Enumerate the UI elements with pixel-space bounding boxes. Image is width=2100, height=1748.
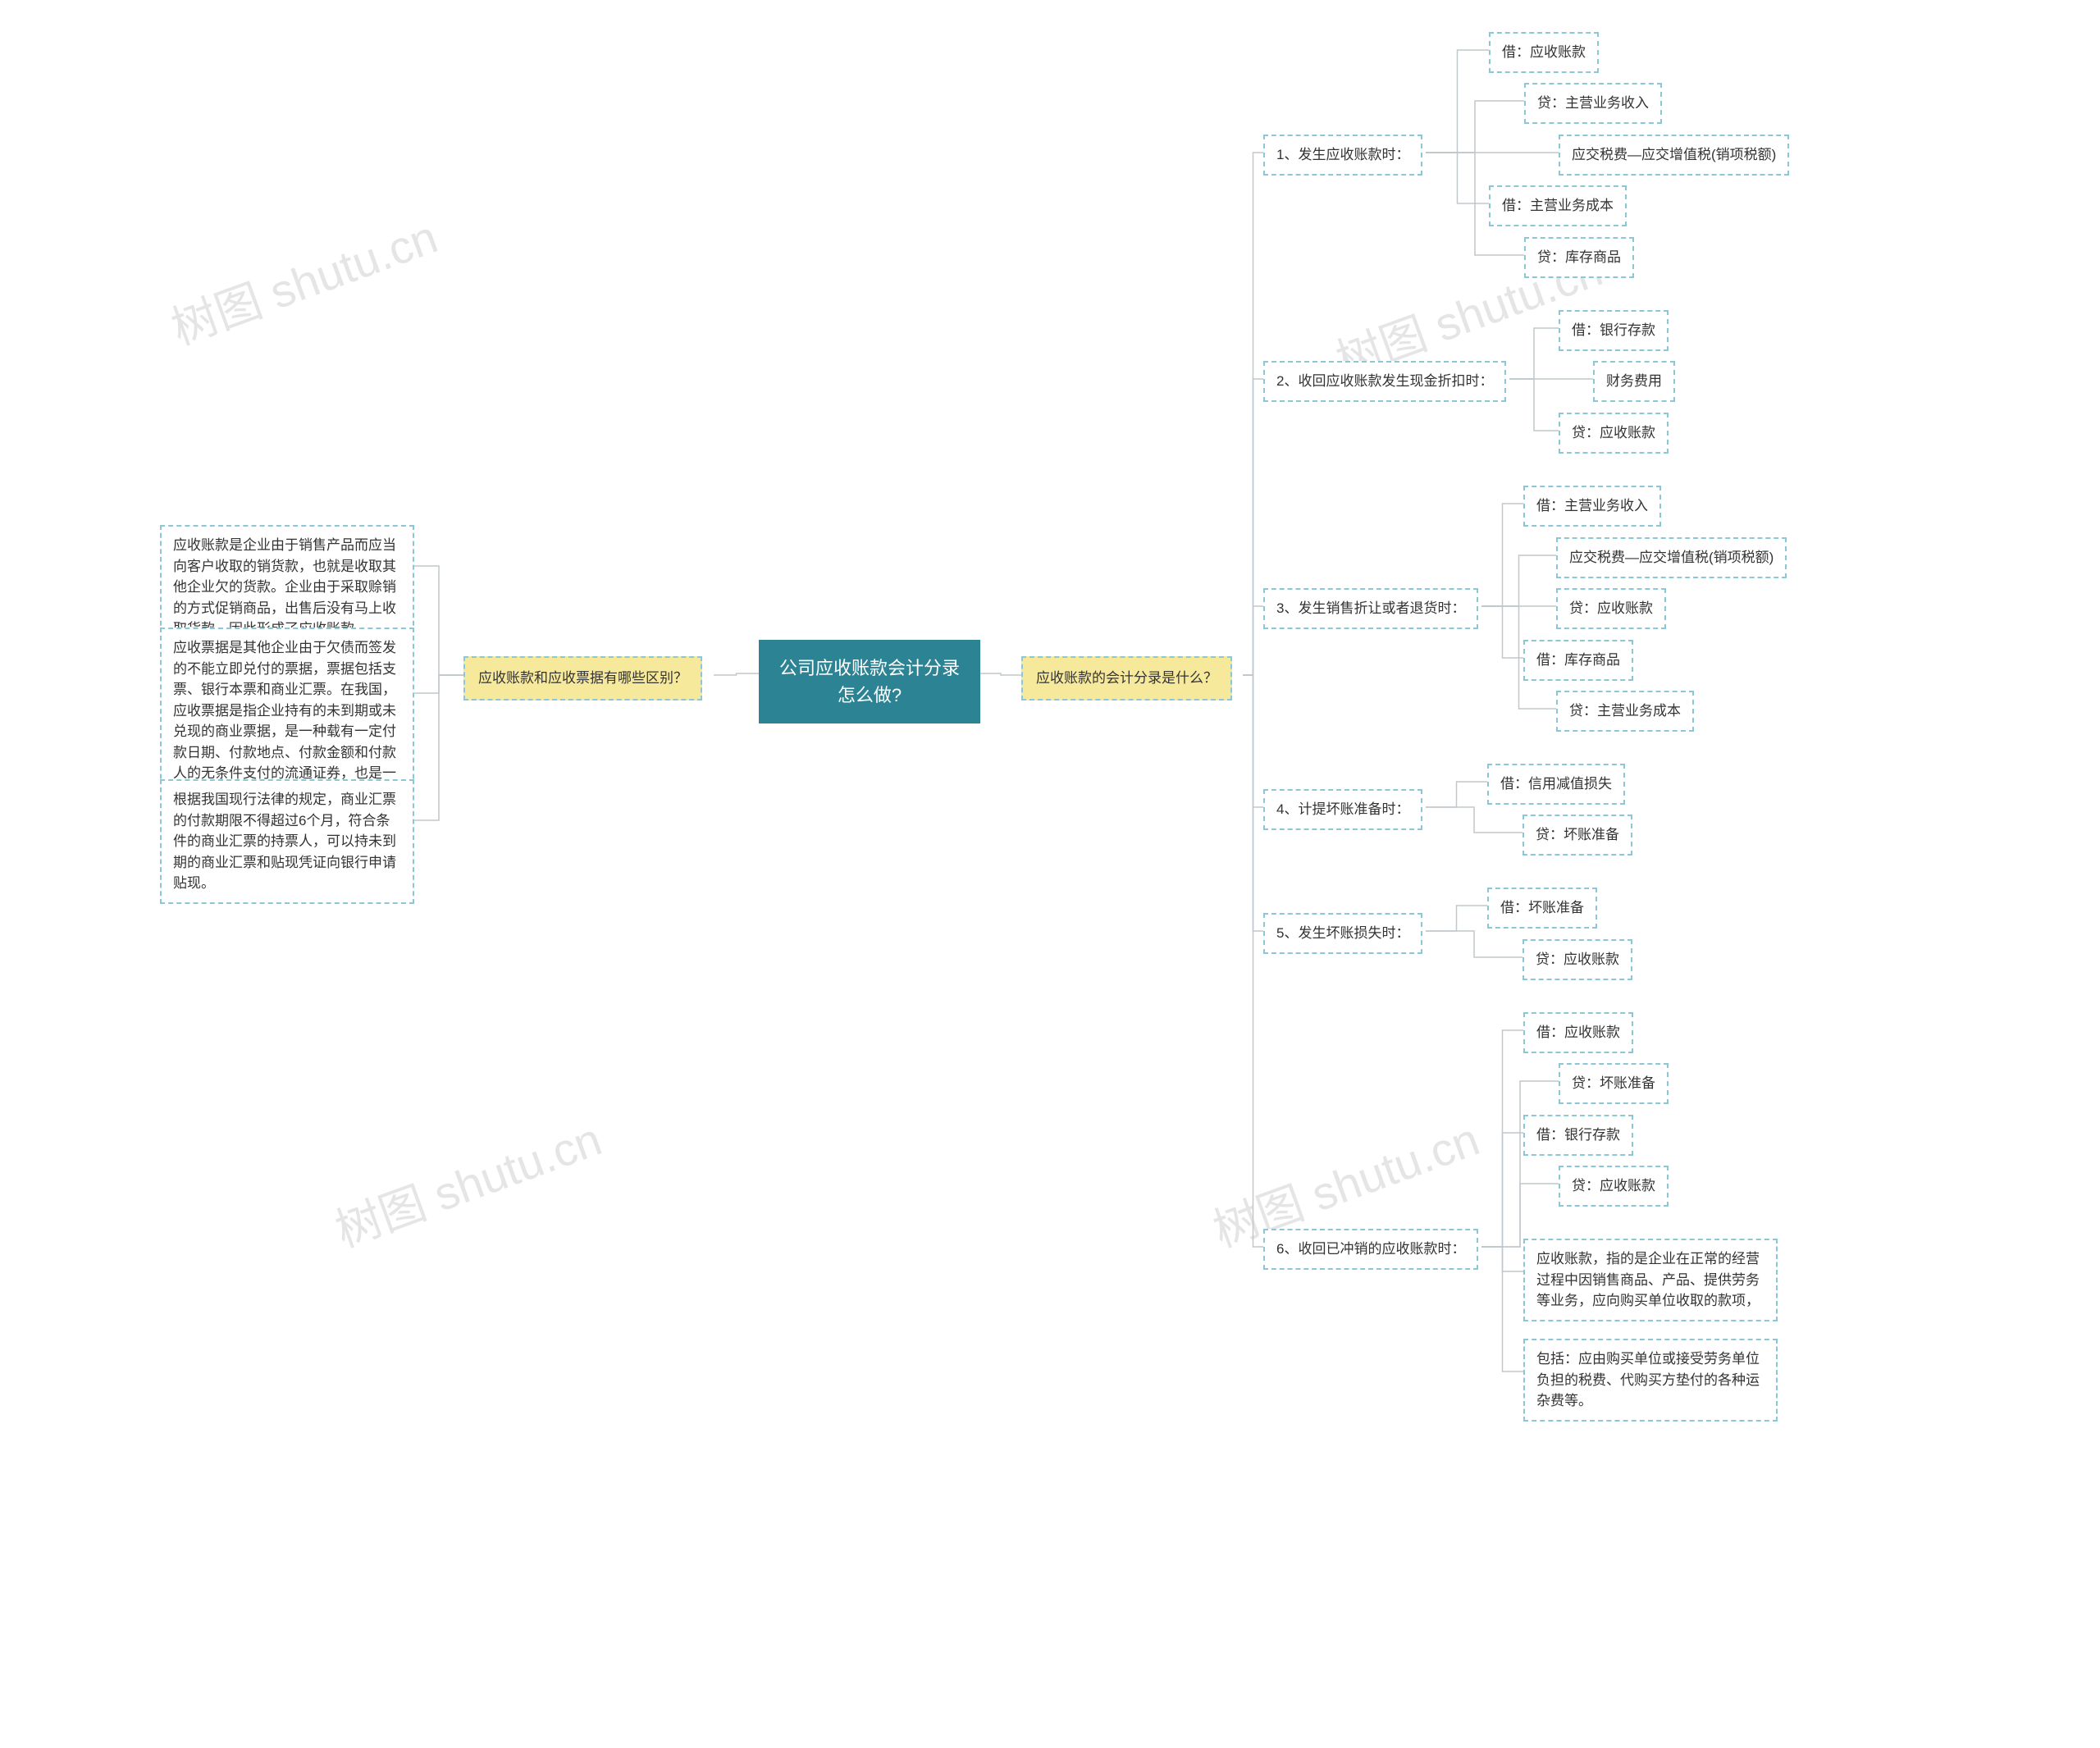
group-1-leaf-1: 财务费用 [1593, 361, 1675, 402]
group-2: 3、发生销售折让或者退货时： [1263, 588, 1478, 629]
group-2-leaf-4: 贷：主营业务成本 [1556, 691, 1694, 732]
group-1-leaf-0: 借：银行存款 [1559, 310, 1669, 351]
group-4-leaf-1: 贷：应收账款 [1522, 939, 1632, 980]
group-0-leaf-3: 借：主营业务成本 [1489, 185, 1627, 226]
group-2-leaf-2: 贷：应收账款 [1556, 588, 1666, 629]
group-5-leaf-5: 包括：应由购买单位或接受劳务单位负担的税费、代购买方垫付的各种运杂费等。 [1523, 1339, 1778, 1422]
center-node: 公司应收账款会计分录怎么做? [759, 640, 980, 723]
group-5-leaf-3: 贷：应收账款 [1559, 1166, 1669, 1207]
group-0-leaf-2: 应交税费—应交增值税(销项税额) [1559, 135, 1789, 176]
group-3-leaf-1: 贷：坏账准备 [1522, 815, 1632, 856]
group-0: 1、发生应收账款时： [1263, 135, 1422, 176]
group-0-leaf-4: 贷：库存商品 [1524, 237, 1634, 278]
group-0-leaf-1: 贷：主营业务收入 [1524, 83, 1662, 124]
group-5-leaf-0: 借：应收账款 [1523, 1012, 1633, 1053]
group-3: 4、计提坏账准备时： [1263, 789, 1422, 830]
group-2-leaf-0: 借：主营业务收入 [1523, 486, 1661, 527]
group-2-leaf-1: 应交税费—应交增值税(销项税额) [1556, 537, 1787, 578]
left-leaf-2: 根据我国现行法律的规定，商业汇票的付款期限不得超过6个月，符合条件的商业汇票的持… [160, 779, 414, 904]
watermark: 树图 shutu.cn [161, 200, 445, 358]
left-branch: 应收账款和应收票据有哪些区别？ [463, 656, 702, 701]
group-1-leaf-2: 贷：应收账款 [1559, 413, 1669, 454]
group-1: 2、收回应收账款发生现金折扣时： [1263, 361, 1506, 402]
group-5-leaf-2: 借：银行存款 [1523, 1115, 1633, 1156]
group-5-leaf-4: 应收账款，指的是企业在正常的经营过程中因销售商品、产品、提供劳务等业务，应向购买… [1523, 1239, 1778, 1321]
group-2-leaf-3: 借：库存商品 [1523, 640, 1633, 681]
group-0-leaf-0: 借：应收账款 [1489, 32, 1599, 73]
right-branch: 应收账款的会计分录是什么？ [1021, 656, 1232, 701]
group-3-leaf-0: 借：信用减值损失 [1487, 764, 1625, 805]
group-5: 6、收回已冲销的应收账款时： [1263, 1229, 1478, 1270]
group-4-leaf-0: 借：坏账准备 [1487, 888, 1597, 929]
group-5-leaf-1: 贷：坏账准备 [1559, 1063, 1669, 1104]
watermark: 树图 shutu.cn [325, 1102, 609, 1260]
group-4: 5、发生坏账损失时： [1263, 913, 1422, 954]
